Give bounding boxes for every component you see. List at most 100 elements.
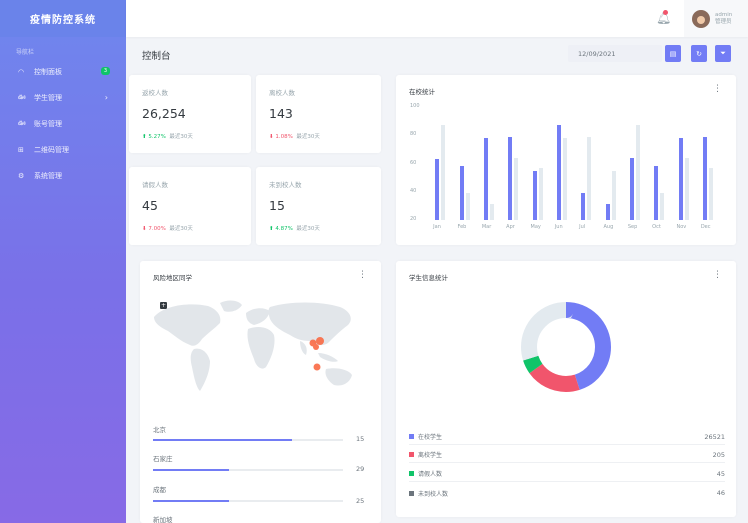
more-vertical-icon[interactable]: ⋮ [358,270,367,280]
bar-series-2-Feb[interactable] [465,193,470,220]
sidebar: 疫情防控系统 导航栏 ◠ 控制面板 3 ఊ 学生管理 › ఊ 账号管理 ⊞ 二维… [0,0,126,523]
bar-series-1-Jul[interactable] [581,193,586,220]
arrow-up-icon: ⬆ [269,226,274,232]
city-value: 15 [356,435,365,443]
donut-slice-未到校人数[interactable] [521,302,611,392]
bar-series-1-Aug[interactable] [605,204,610,220]
sidebar-item-label: 控制面板 [34,68,62,76]
sidebar-item-system[interactable]: ⚙ 系统管理 [0,163,126,189]
x-tick-label: Oct [652,224,661,230]
stat-card-leave: 请假人数 45 ⬇ 7.00% 最近30天 [129,167,251,245]
sidebar-item-label: 二维码管理 [34,146,69,154]
bar-series-2-Nov[interactable] [684,157,689,220]
legend-row: 未到校人数 46 [409,485,725,501]
stat-change: 1.08% [275,134,293,140]
filter-icon: ⏷ [720,49,726,57]
stat-period: 最近30天 [296,134,320,140]
x-tick-label: May [530,224,541,230]
legend-label: 在校学生 [418,434,443,441]
map-title: 风险地区同学 [153,274,192,282]
bar-series-1-Sep[interactable] [629,157,634,220]
legend-row: 在校学生 26521 [409,429,725,445]
bar-series-1-May[interactable] [532,170,537,220]
more-vertical-icon[interactable]: ⋮ [713,84,722,94]
donut-slice-离校学生[interactable] [521,302,611,392]
donut-chart [521,302,611,392]
bar-series-2-Mar[interactable] [489,204,494,220]
x-tick-label: Jan [433,224,441,230]
sidebar-item-qrcode[interactable]: ⊞ 二维码管理 [0,137,126,163]
progress-track [153,469,343,471]
bar-chart-card: 在校统计 ⋮ 20 40 60 80 100 Jan Feb Mar Apr May Jun Jul A… [396,75,736,245]
bar-series-2-Aug[interactable] [611,170,616,220]
legend-value: 46 [716,489,725,497]
bell-icon[interactable]: 🔔︎ [656,10,672,25]
bar-series-1-Oct[interactable] [654,166,659,220]
x-tick-label: Feb [457,224,467,230]
user-role: 管理员 [715,18,732,25]
bar-series-1-Apr[interactable] [508,136,513,220]
stat-value: 45 [142,198,158,213]
calendar-button[interactable]: ▤ [665,45,681,62]
risk-markers [309,337,324,371]
sidebar-item-dashboard[interactable]: ◠ 控制面板 3 [0,59,126,85]
bar-series-1-Nov[interactable] [678,138,683,220]
bar-series-2-Jan[interactable] [441,125,446,220]
more-vertical-icon[interactable]: ⋮ [713,270,722,280]
refresh-icon: ↻ [696,49,702,58]
y-tick-label: 80 [410,131,417,138]
nav-section-label: 导航栏 [16,49,35,56]
filter-button[interactable]: ⏷ [715,45,731,62]
refresh-button[interactable]: ↻ [691,45,707,62]
progress-fill [153,500,229,502]
bar-series-1-Jan[interactable] [435,159,440,220]
bar-series-2-Sep[interactable] [635,125,640,220]
user-account-icon: ఊ [18,119,26,127]
sidebar-item-students[interactable]: ఊ 学生管理 › [0,85,126,111]
map-marker[interactable] [313,363,321,371]
bar-series-1-Dec[interactable] [702,136,707,220]
y-tick-label: 20 [410,216,417,222]
gear-icon: ⚙ [18,172,25,180]
bar-series-1-Jun[interactable] [556,125,561,220]
legend-label: 离校学生 [418,452,443,459]
legend-label: 请假人数 [418,471,443,478]
avatar [692,9,710,28]
sidebar-badge: 3 [100,67,110,75]
user-menu[interactable]: admin 管理员 [684,0,748,37]
x-tick-label: Jun [554,224,563,230]
x-tick-label: Apr [506,224,515,230]
legend-swatch [409,471,414,476]
stat-period: 最近30天 [296,226,320,232]
page-title: 控制台 [142,51,171,62]
map-card: 风险地区同学 ⋮ + − 北京 15 石家庄 29 成都 25 新加坡 [140,261,381,523]
y-tick-label: 100 [410,103,420,109]
zoom-in-icon[interactable]: + [160,302,167,309]
city-name: 新加坡 [153,516,173,523]
bar-series-1-Feb[interactable] [459,166,464,220]
chart-title: 在校统计 [409,88,435,96]
stat-value: 26,254 [142,106,186,121]
bar-series-2-Dec[interactable] [708,167,713,220]
sidebar-item-accounts[interactable]: ఊ 账号管理 [0,111,126,137]
legend-swatch [409,452,414,457]
bar-series-1-Mar[interactable] [483,138,488,220]
stat-label: 未到校人数 [269,181,302,189]
bar-series-2-Apr[interactable] [514,157,519,220]
stat-change: 5.27% [148,134,166,140]
grid-icon: ⊞ [18,146,24,154]
stat-change: 7.00% [148,226,166,232]
bar-series-2-Jul[interactable] [587,136,592,220]
sidebar-item-label: 账号管理 [34,120,62,128]
stat-card-absent: 未到校人数 15 ⬆ 4.87% 最近30天 [256,167,381,245]
city-value: 25 [356,497,365,505]
notification-dot [663,10,668,15]
stat-change: 4.87% [275,226,293,232]
bar-series-2-Jun[interactable] [562,138,567,220]
bar-series-2-May[interactable] [538,167,543,220]
world-map [154,300,352,391]
date-input[interactable]: 12/09/2021 [568,45,662,62]
map-marker[interactable] [313,344,319,350]
bar-series-2-Oct[interactable] [660,193,665,220]
map-marker[interactable] [316,337,324,345]
